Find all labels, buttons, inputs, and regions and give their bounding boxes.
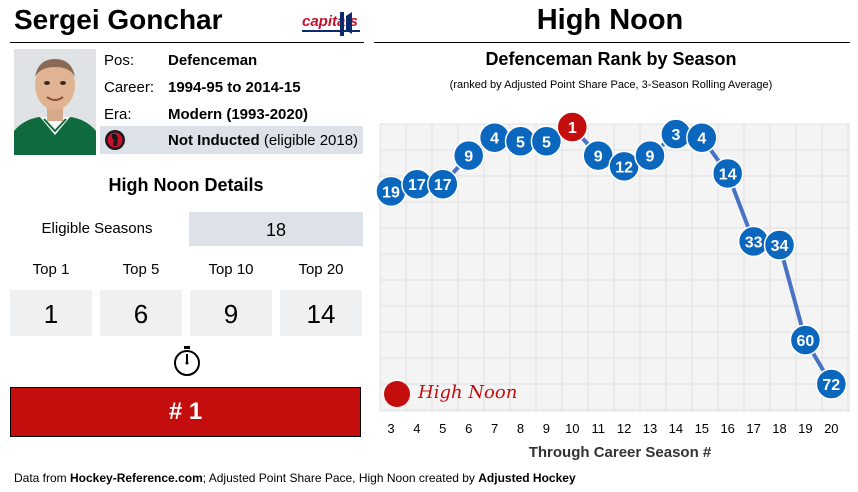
x-tick-label: 4 [413,421,420,436]
top5-label: Top 5 [122,261,160,278]
details-title: High Noon Details [108,175,264,195]
hof-status: Not Inducted (eligible 2018) [168,132,358,149]
data-label: 9 [594,149,603,166]
data-label: 17 [434,177,452,194]
top1-label: Top 1 [32,261,70,278]
data-label: 3 [671,127,680,144]
data-label: 12 [615,159,633,176]
data-label: 60 [797,333,815,350]
x-tick-label: 11 [591,421,605,436]
x-tick-label: 13 [643,421,657,436]
data-point [789,324,822,356]
data-label: 1 [568,120,577,137]
chart-title: Defenceman Rank by Season [485,49,737,69]
career-label: Career: [104,79,155,96]
stopwatch-icon [172,345,202,377]
header-divider-right [374,42,850,43]
data-point [427,168,459,200]
x-tick-label: 16 [720,421,734,436]
top20-box [280,290,362,336]
rank-banner [10,387,361,437]
x-axis-label: Through Career Season # [529,444,712,461]
source-site: Hockey-Reference.com [70,471,203,485]
chart-heading: High Noon [536,4,684,36]
data-label: 4 [490,131,499,148]
hof-status-note: (eligible 2018) [263,132,359,149]
x-tick-label: 3 [387,421,394,436]
data-label: 5 [542,134,551,151]
x-tick-label: 8 [517,421,524,436]
data-label: 9 [464,149,473,166]
data-label: 14 [719,166,737,183]
hall-of-fame-icon [104,129,126,151]
position-value: Defenceman [168,52,258,69]
x-tick-label: 12 [617,421,631,436]
top20-label: Top 20 [298,261,344,278]
source-prefix: Data from [14,471,71,485]
data-point [763,229,796,261]
x-tick-label: 5 [439,421,446,436]
data-point [452,139,485,172]
player-name: Sergei Gonchar [14,4,223,35]
data-point [634,139,666,172]
source-footer: Data from Hockey-Reference.com; Adjusted… [14,471,576,485]
top10-label: Top 10 [208,261,254,278]
top5-value: 6 [133,299,149,329]
legend-marker [384,381,410,407]
eligible-seasons-value: 18 [265,220,287,240]
data-point [530,125,563,158]
data-label: 17 [408,177,426,194]
x-tick-label: 9 [543,421,550,436]
x-tick-label: 18 [772,421,786,436]
data-label: 72 [822,377,840,394]
data-label: 33 [745,234,763,251]
x-tick-label: 20 [824,421,838,436]
high-noon-point [556,111,589,143]
top20-value: 14 [306,299,336,329]
career-value: 1994-95 to 2014-15 [168,79,301,96]
position-label: Pos: [104,52,135,69]
x-tick-label: 15 [695,421,709,436]
x-tick-label: 7 [491,421,498,436]
era-value: Modern (1993-2020) [168,106,309,123]
x-tick-label: 6 [465,421,472,436]
top10-box [190,290,272,336]
era-label: Era: [104,106,132,123]
x-tick-label: 14 [669,421,683,436]
x-tick-label: 17 [746,421,760,436]
data-point [815,368,848,400]
data-label: 4 [697,131,706,148]
source-middle: ; Adjusted Point Share Pace, High Noon c… [202,471,479,485]
top1-value: 1 [43,299,59,329]
rank-value: # 1 [168,398,203,425]
x-tick-label: 10 [565,421,579,436]
header-divider-left [10,42,364,43]
legend-label: High Noon [418,382,518,403]
top1-box [10,290,92,336]
hof-status-bold: Not Inducted [168,132,260,149]
data-point [711,157,744,190]
eligible-seasons-label: Eligible Seasons [41,220,153,237]
x-tick-label: 19 [798,421,812,436]
top5-box [100,290,182,336]
hof-status-row [100,126,363,154]
data-label: 34 [771,238,789,255]
data-point [686,121,718,154]
top10-value: 9 [223,299,239,329]
team-logo: capitals [300,6,364,40]
source-creator: Adjusted Hockey [478,471,576,485]
data-label: 9 [646,149,655,166]
player-photo [14,49,96,155]
data-label: 19 [382,184,400,201]
eligible-seasons-box [189,212,363,246]
chart-subtitle: (ranked by Adjusted Point Share Pace, 3-… [449,79,773,91]
data-label: 5 [516,134,525,151]
